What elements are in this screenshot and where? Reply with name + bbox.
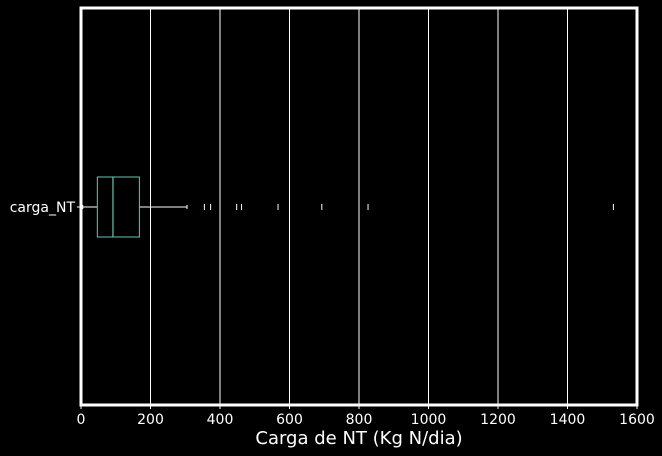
y-axis-categories: carga_NT xyxy=(10,200,81,216)
x-tick-label: 1200 xyxy=(480,412,516,428)
x-axis-label: Carga de NT (Kg N/dia) xyxy=(255,428,462,449)
x-tick-label: 400 xyxy=(207,412,234,428)
x-tick-label: 1400 xyxy=(550,412,586,428)
category-label: carga_NT xyxy=(10,200,76,216)
x-tick-label: 1000 xyxy=(411,412,447,428)
x-tick-label: 0 xyxy=(77,412,86,428)
grid-lines xyxy=(150,8,568,405)
x-axis-ticks: 0 200 400 600 800 1000 1200 1400 1600 xyxy=(77,405,655,428)
x-tick-label: 1600 xyxy=(619,412,655,428)
x-tick-label: 800 xyxy=(346,412,373,428)
box-iqr xyxy=(96,176,140,238)
plot-marks xyxy=(82,176,614,238)
x-tick-label: 200 xyxy=(137,412,164,428)
x-tick-label: 600 xyxy=(276,412,303,428)
